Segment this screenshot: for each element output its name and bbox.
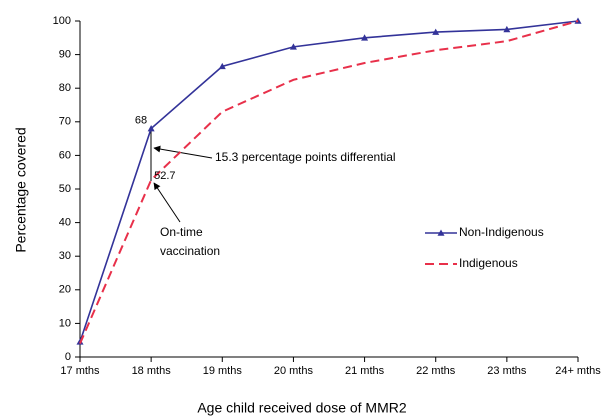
series-line bbox=[79, 20, 579, 344]
x-axis-label: Age child received dose of MMR2 bbox=[197, 400, 407, 416]
point-marker bbox=[147, 125, 155, 132]
point-marker bbox=[289, 43, 297, 50]
point-marker bbox=[574, 17, 582, 24]
data-label: 52.7 bbox=[154, 170, 175, 182]
point-marker bbox=[361, 34, 369, 41]
y-tick-label: 70 bbox=[59, 116, 71, 128]
annotation-arrow bbox=[153, 182, 181, 223]
annotation: On-time vaccination bbox=[160, 225, 221, 258]
annotation-arrow bbox=[153, 145, 213, 159]
legend-label: Indigenous bbox=[459, 256, 518, 270]
legend-marker bbox=[437, 229, 445, 236]
x-tick-label: 21 mths bbox=[345, 365, 385, 377]
y-tick-label: 50 bbox=[59, 183, 71, 195]
point-marker bbox=[218, 62, 226, 70]
x-tick-label: 20 mths bbox=[274, 365, 314, 377]
annotation: 15.3 percentage points differential bbox=[215, 150, 396, 164]
y-tick-label: 40 bbox=[59, 217, 71, 229]
annotation-box: On-time vaccination bbox=[160, 225, 221, 258]
point-marker bbox=[432, 28, 440, 35]
x-tick-label: 22 mths bbox=[416, 365, 456, 377]
x-tick-label: 19 mths bbox=[203, 365, 243, 377]
x-tick-label: 17 mths bbox=[60, 365, 100, 377]
y-tick-label: 90 bbox=[59, 49, 71, 61]
y-tick-label: 10 bbox=[59, 317, 71, 329]
y-tick-label: 80 bbox=[59, 82, 71, 94]
y-axis-label: Percentage covered bbox=[13, 127, 29, 252]
y-tick-label: 60 bbox=[59, 149, 71, 161]
y-tick-label: 30 bbox=[59, 250, 71, 262]
legend-label: Non-Indigenous bbox=[459, 225, 544, 239]
series-line bbox=[79, 20, 579, 343]
x-tick-label: 23 mths bbox=[487, 365, 527, 377]
y-tick-label: 20 bbox=[59, 284, 71, 296]
x-tick-label: 18 mths bbox=[132, 365, 172, 377]
y-tick-label: 100 bbox=[53, 15, 71, 27]
data-label: 68 bbox=[135, 114, 147, 126]
point-marker bbox=[503, 25, 511, 33]
y-tick-label: 0 bbox=[65, 351, 71, 363]
x-tick-label: 24+ mths bbox=[555, 365, 601, 377]
